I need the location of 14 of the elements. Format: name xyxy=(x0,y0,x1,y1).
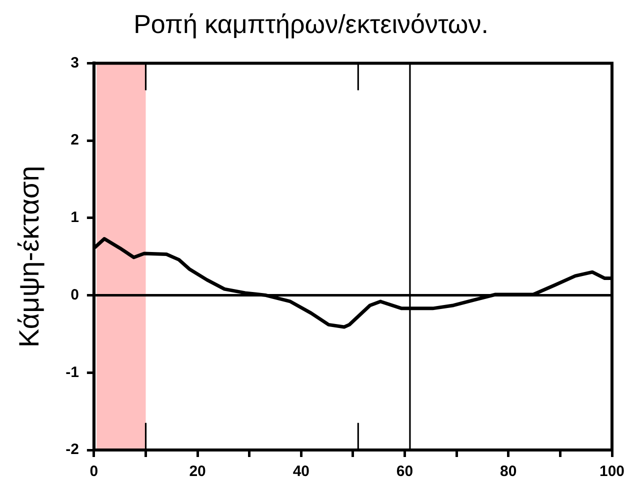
y-tick-label: 2 xyxy=(70,132,79,149)
y-tick-label: 0 xyxy=(70,286,79,304)
x-tick-label: 60 xyxy=(396,463,414,480)
chart-title: Ροπή καμπτήρων/εκτεινόντων. xyxy=(134,8,488,39)
x-tick-label: 0 xyxy=(90,463,98,480)
x-tick-label: 100 xyxy=(599,463,625,480)
y-tick-label: -1 xyxy=(66,364,79,381)
y-tick-label: -2 xyxy=(66,441,79,458)
x-tick-label: 20 xyxy=(189,463,206,480)
y-tick-label: 1 xyxy=(70,209,79,226)
x-tick-label: 80 xyxy=(500,463,517,480)
x-tick-label: 40 xyxy=(292,463,310,480)
y-axis-title: Κάμψη-έκταση xyxy=(14,166,45,348)
y-tick-label: 3 xyxy=(70,54,79,72)
